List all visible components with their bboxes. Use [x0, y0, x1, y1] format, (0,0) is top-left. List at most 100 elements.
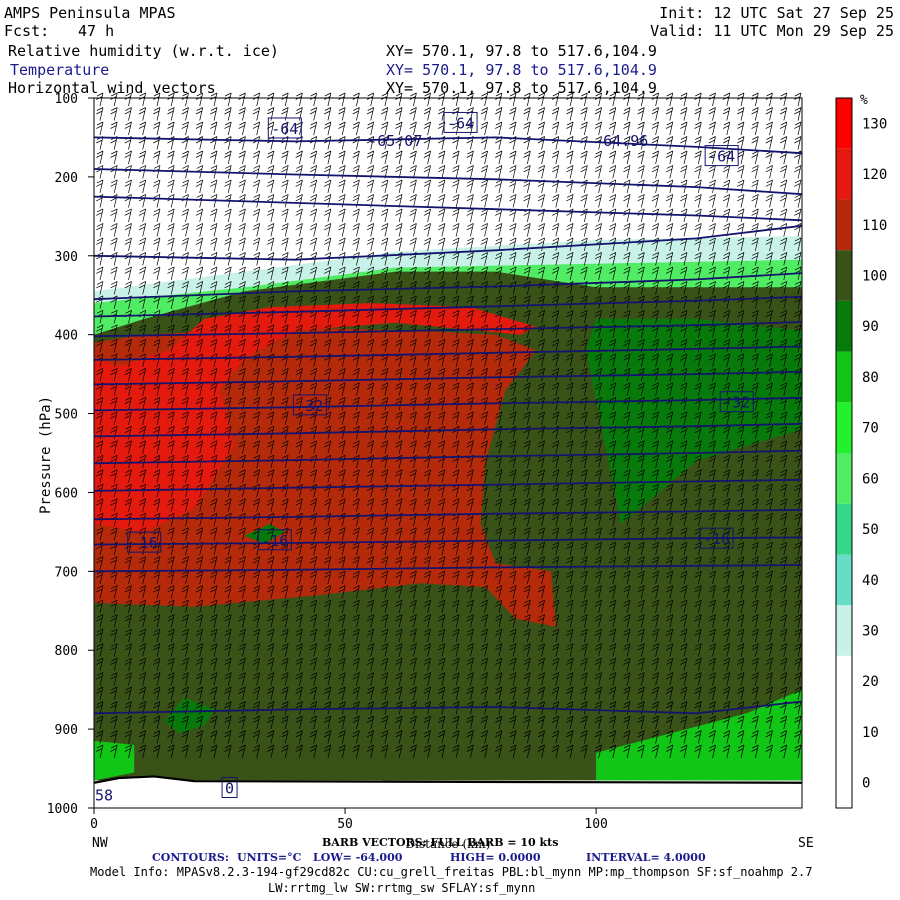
wind-barb [452, 614, 460, 628]
wind-barb [694, 440, 702, 454]
temperature-contour [93, 508, 803, 521]
colorbar-segment [836, 605, 852, 656]
wind-barb [452, 715, 460, 730]
wind-barb [366, 295, 375, 309]
wind-barb [167, 469, 175, 483]
wind-barb [267, 425, 275, 440]
wind-barb [722, 107, 731, 121]
colorbar-tick-label: 80 [862, 370, 879, 386]
wind-barb [409, 165, 417, 179]
wind-barb [324, 614, 332, 628]
wind-barb [537, 715, 545, 730]
y-tick-label: 600 [55, 486, 78, 501]
wind-barb [167, 411, 175, 425]
wind-barb [153, 730, 161, 744]
wind-barb [566, 686, 574, 701]
wind-barb [138, 367, 147, 382]
wind-barb [96, 657, 104, 672]
wind-barb [281, 701, 289, 715]
wind-barb [580, 570, 588, 585]
wind-barb [737, 672, 745, 686]
wind-barb [608, 614, 617, 628]
wind-barb [366, 744, 375, 759]
wind-barb [722, 483, 731, 498]
wind-barb [110, 599, 118, 614]
wind-barb [438, 469, 446, 483]
wind-barb [466, 252, 474, 266]
wind-barb [566, 237, 574, 251]
wind-barb [309, 266, 318, 280]
wind-barb [423, 382, 431, 396]
wind-barb [381, 527, 389, 541]
wind-barb [238, 107, 246, 121]
wind-barb [608, 382, 617, 396]
colorbar-segment [836, 503, 852, 555]
wind-barb [195, 643, 204, 657]
wind-barb [252, 425, 261, 440]
contour-label: -32 [723, 394, 750, 412]
wind-barb [623, 614, 631, 628]
wind-barb [409, 107, 417, 121]
wind-barb [110, 672, 118, 686]
wind-barb [480, 165, 488, 179]
wind-barb [438, 541, 446, 556]
wind-barb [210, 324, 218, 338]
wind-barb [395, 672, 403, 686]
wind-barb [608, 570, 617, 585]
wind-barb [252, 715, 261, 730]
wind-barb [665, 541, 674, 556]
wind-barb [338, 657, 346, 672]
wind-barb [623, 266, 631, 280]
wind-barb [651, 150, 659, 165]
wind-barb [409, 498, 417, 512]
wind-barb [651, 570, 659, 585]
wind-barb [423, 179, 431, 193]
wind-barb [794, 309, 802, 324]
wind-barb [438, 194, 446, 208]
wind-barb [608, 672, 617, 686]
wind-barb [252, 440, 261, 454]
wind-barb [694, 556, 702, 570]
wind-barb [551, 237, 560, 251]
wind-barb [224, 715, 232, 730]
wind-barb [167, 585, 175, 599]
wind-barb [722, 657, 731, 672]
wind-barb [594, 440, 602, 454]
wind-barb [181, 121, 189, 136]
wind-barb [722, 614, 731, 628]
wind-barb [694, 309, 702, 324]
wind-barb [252, 266, 261, 280]
wind-barb [751, 121, 759, 136]
wind-barb [181, 440, 189, 454]
wind-barb [238, 556, 246, 570]
wind-barb [708, 338, 716, 353]
wind-barb [737, 353, 745, 367]
wind-barb [551, 353, 560, 367]
wind-barb [309, 295, 318, 309]
wind-barb [680, 498, 688, 512]
wind-barb [295, 469, 303, 483]
wind-barb [381, 223, 389, 237]
wind-barb [779, 599, 788, 614]
wind-barb [381, 686, 389, 701]
wind-barb [722, 744, 731, 759]
wind-barb [722, 324, 731, 338]
wind-barb [452, 367, 460, 382]
wind-barb [167, 208, 175, 222]
wind-barb [210, 657, 218, 672]
wind-barb [637, 136, 645, 150]
wind-barb [138, 643, 147, 657]
field-xy-rh: XY= 570.1, 97.8 to 517.6,104.9 [386, 42, 657, 60]
wind-barb [495, 150, 503, 165]
wind-barb [637, 512, 645, 527]
wind-barb [438, 440, 446, 454]
terrain-fill [94, 776, 802, 808]
wind-barb [224, 121, 232, 136]
wind-barb [480, 411, 488, 425]
wind-barb [167, 657, 175, 672]
wind-barb [96, 527, 104, 541]
wind-barb [509, 338, 517, 353]
wind-barb [409, 150, 417, 165]
wind-barb [680, 309, 688, 324]
wind-barb [252, 338, 261, 353]
